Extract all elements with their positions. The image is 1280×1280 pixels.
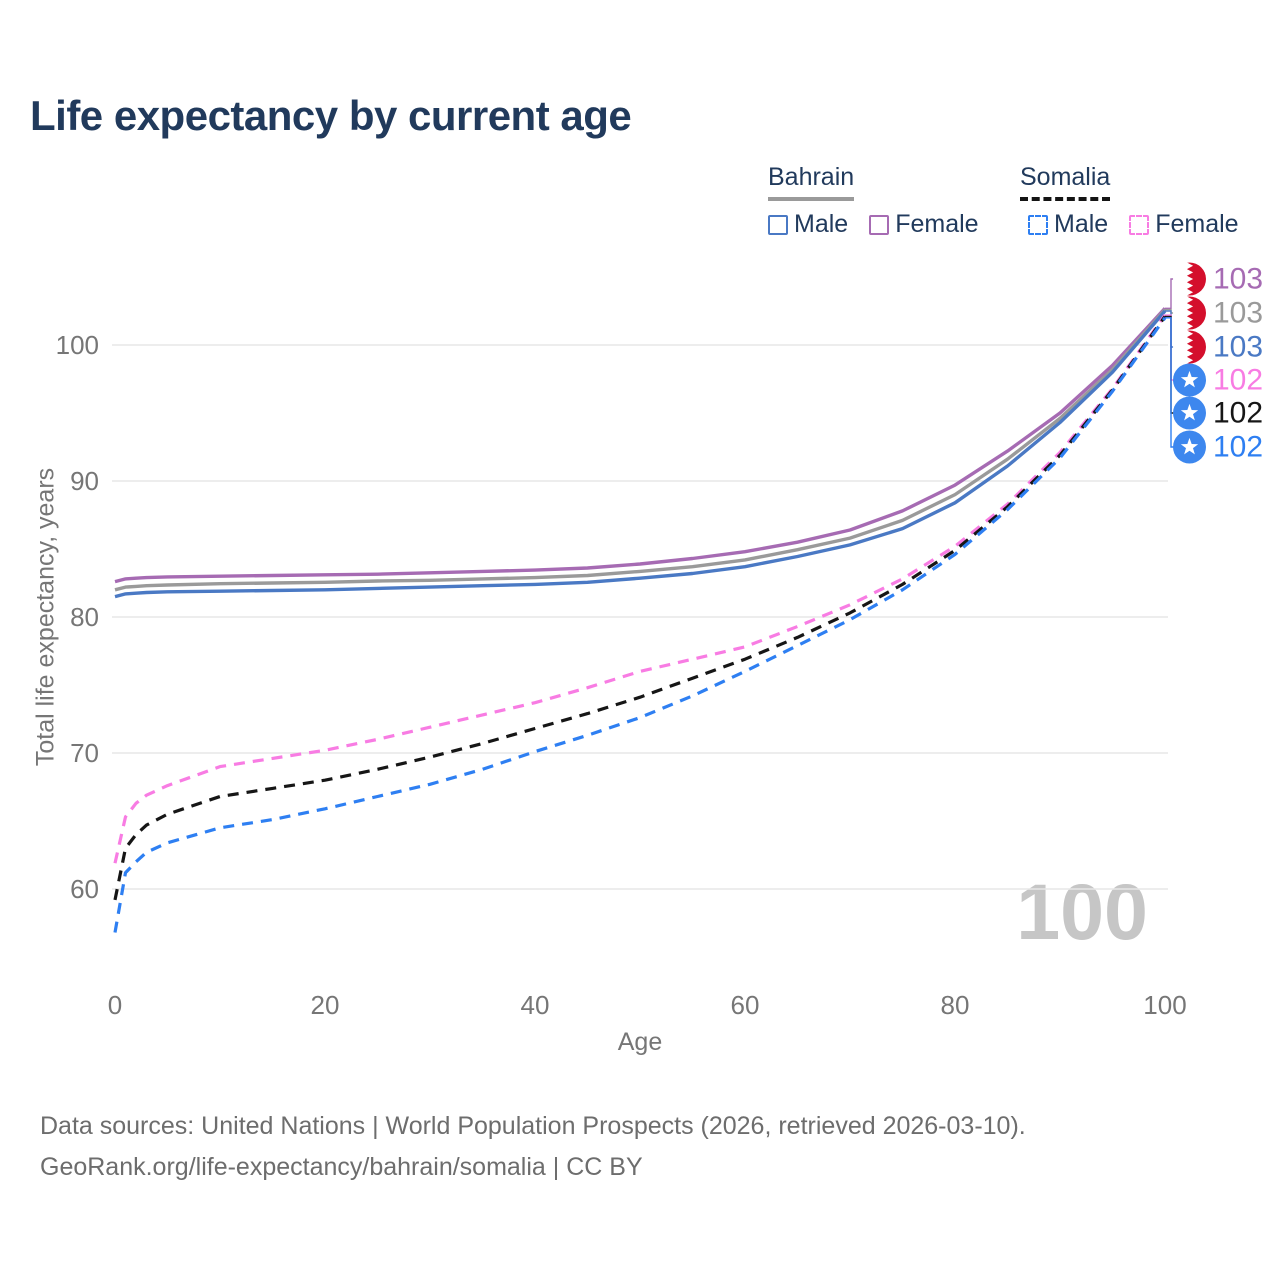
end-label-bahrain-both: 103: [1173, 296, 1264, 330]
end-label-value: 103: [1213, 330, 1264, 363]
page-title: Life expectancy by current age: [30, 92, 632, 139]
somalia-flag-icon: [1173, 396, 1206, 430]
legend-group-somalia: Somalia Male Female: [1020, 163, 1239, 239]
bahrain-flag-icon: [1173, 296, 1206, 330]
end-label-somalia-both: 102: [1173, 396, 1264, 430]
x-tick-label: 80: [941, 990, 970, 1020]
y-tick-label: 100: [56, 330, 99, 360]
legend-item-bahrain-female[interactable]: Female: [895, 210, 979, 238]
end-label-value: 102: [1213, 363, 1264, 396]
end-label-somalia-male: 102: [1173, 430, 1264, 464]
data-sources-line: Data sources: United Nations | World Pop…: [40, 1112, 1026, 1140]
x-tick-label: 20: [311, 990, 340, 1020]
end-label-somalia-female: 102: [1173, 363, 1264, 397]
bahrain-male-swatch-icon[interactable]: [768, 214, 788, 235]
bahrain-flag-icon: [1173, 330, 1206, 364]
hovered-age-watermark: 100: [1016, 867, 1148, 956]
y-tick-label: 90: [70, 466, 99, 496]
legend-row-bahrain: Male Female: [768, 210, 979, 239]
bahrain-female-line[interactable]: [114, 307, 1167, 584]
legend-item-bahrain-male[interactable]: Male: [794, 210, 849, 238]
somalia-flag-icon: [1173, 430, 1206, 464]
somalia-both-sexes-line[interactable]: [113, 315, 1167, 901]
somalia-flag-icon: [1173, 363, 1206, 397]
end-label-value: 102: [1213, 430, 1264, 463]
end-label-bahrain-female: 103: [1173, 262, 1264, 296]
bahrain-male-line[interactable]: [114, 309, 1167, 599]
y-tick-label: 80: [70, 602, 99, 632]
legend-header-somalia[interactable]: Somalia: [1020, 163, 1111, 201]
attribution-line: GeoRank.org/life-expectancy/bahrain/soma…: [40, 1153, 643, 1181]
legend-item-somalia-male[interactable]: Male: [1054, 210, 1109, 238]
end-label-value: 102: [1213, 396, 1264, 429]
somalia-male-swatch-icon[interactable]: [1028, 214, 1048, 235]
footer: Data sources: United Nations | World Pop…: [40, 1106, 1026, 1188]
legend-item-somalia-female[interactable]: Female: [1155, 210, 1239, 238]
x-tick-label: 0: [108, 990, 122, 1020]
somalia-male-line[interactable]: [113, 316, 1167, 933]
bahrain-both-sexes-line[interactable]: [114, 308, 1167, 592]
bahrain-flag-icon: [1173, 262, 1206, 296]
end-label-bahrain-male: 103: [1173, 330, 1264, 364]
x-tick-label: 40: [521, 990, 550, 1020]
legend-header-bahrain[interactable]: Bahrain: [768, 163, 855, 201]
legend-group-bahrain: Bahrain Male Female: [768, 163, 979, 239]
y-tick-label: 60: [70, 874, 99, 904]
y-tick-label: 70: [70, 738, 99, 768]
somalia-female-swatch-icon[interactable]: [1129, 214, 1150, 235]
x-axis-title: Age: [617, 1028, 663, 1056]
x-tick-label: 60: [731, 990, 760, 1020]
legend-row-somalia: Male Female: [1020, 210, 1239, 239]
end-label-value: 103: [1213, 296, 1264, 329]
bahrain-female-swatch-icon[interactable]: [869, 214, 890, 235]
y-axis-title: Total life expectancy, years: [31, 467, 60, 767]
somalia-female-line[interactable]: [113, 314, 1167, 864]
x-tick-label: 100: [1143, 990, 1186, 1020]
end-label-value: 103: [1213, 262, 1264, 295]
